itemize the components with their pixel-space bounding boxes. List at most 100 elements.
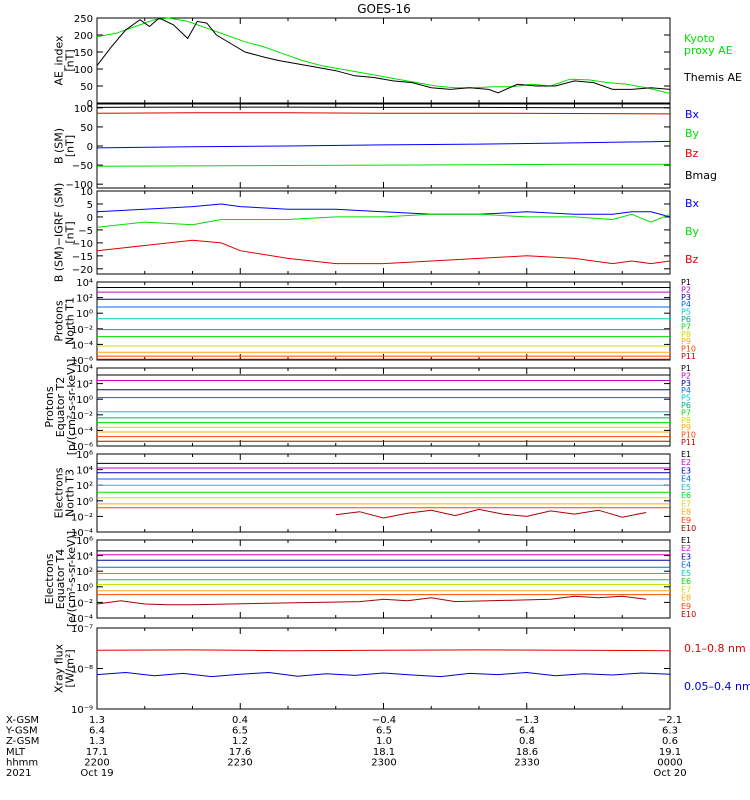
legend-entry: E5 — [681, 483, 691, 492]
y-tick-label: 10⁴ — [76, 278, 93, 289]
legend-entry: P9 — [681, 337, 691, 346]
y-axis-label: [e/(cm²-s-sr-keV)] — [65, 531, 78, 627]
footer-value: 6.4 — [519, 726, 535, 737]
y-tick-label: 10⁻² — [71, 325, 93, 336]
series-line-2 — [96, 239, 671, 265]
y-tick-label: 10⁴ — [76, 552, 93, 563]
series-line-9 — [96, 595, 647, 606]
legend-entry: E8 — [681, 508, 691, 517]
y-tick-label: 5 — [87, 200, 93, 211]
y-tick-label: 150 — [74, 48, 93, 59]
legend-entry: P5 — [681, 394, 691, 403]
footer-value: 1.3 — [89, 715, 105, 726]
y-tick-label: 100 — [74, 104, 93, 115]
legend-entry: E6 — [681, 577, 691, 586]
y-tick-label: 10 — [80, 187, 93, 198]
y-axis-label: Protons — [53, 300, 66, 341]
y-tick-label: 250 — [74, 14, 93, 25]
y-axis-label: [nT] — [64, 135, 77, 157]
y-tick-label: 10⁴ — [76, 364, 93, 375]
footer-row-label: hhmm — [6, 757, 38, 768]
y-tick-label: 10⁻⁴ — [71, 426, 93, 437]
y-axis-label: Equator T2 — [54, 377, 67, 437]
series-line-2 — [96, 112, 671, 115]
y-tick-label: −5 — [78, 226, 93, 237]
footer-value: Oct 19 — [80, 768, 113, 779]
y-tick-label: 10⁶ — [76, 450, 93, 461]
footer-value: 1.0 — [376, 736, 392, 747]
legend-entry: Bx — [685, 108, 700, 121]
y-axis-label: [W/m²] — [64, 649, 77, 687]
legend-entry: Kyoto — [684, 32, 715, 45]
legend-entry: By — [685, 225, 700, 238]
legend-entry: E10 — [681, 524, 696, 533]
footer-value: 18.6 — [516, 747, 538, 758]
y-axis-label: B (SM)−IGRF (SM) — [53, 183, 66, 283]
y-axis-label: AE_index — [53, 35, 66, 86]
panel-1 — [96, 103, 671, 189]
legend-entry: E4 — [681, 475, 691, 484]
panel-frame — [96, 453, 671, 533]
series-line-1 — [96, 163, 670, 167]
series-line-9 — [335, 508, 647, 519]
y-axis-label: North T1 — [64, 297, 77, 345]
y-tick-label: 10⁻² — [71, 512, 93, 523]
footer-value: 0.4 — [232, 715, 248, 726]
panel-frame — [96, 190, 671, 275]
footer-value: −2.1 — [658, 715, 682, 726]
y-tick-label: −15 — [72, 252, 93, 263]
legend-entry: P9 — [681, 423, 691, 432]
y-axis-label: Electrons — [53, 467, 66, 518]
footer-row-label: Z-GSM — [6, 736, 39, 747]
panel-0 — [96, 17, 671, 104]
legend-entry: E5 — [681, 569, 691, 578]
panel-4 — [96, 367, 671, 447]
y-tick-label: 10² — [76, 481, 93, 492]
plot-title: GOES-16 — [357, 2, 411, 16]
footer-value: 1.2 — [232, 736, 248, 747]
legend-entry: E7 — [681, 499, 691, 508]
series-line-1 — [96, 213, 671, 228]
y-axis-label: Equator T4 — [54, 549, 67, 609]
y-axis-label: [p/(cm²-s-sr-keV)] — [65, 359, 78, 456]
panel-frame — [96, 17, 671, 104]
y-tick-label: 50 — [80, 82, 93, 93]
legend-entry: P3 — [681, 293, 691, 302]
footer-value: 17.6 — [229, 747, 251, 758]
legend-entry: P2 — [681, 371, 691, 380]
series-line-0 — [96, 140, 671, 149]
y-tick-label: 10⁰ — [76, 309, 93, 320]
footer-value: −1.3 — [515, 715, 539, 726]
footer-value: 19.1 — [659, 747, 681, 758]
y-tick-label: 10⁶ — [76, 536, 93, 547]
y-axis-label: B (SM) — [53, 128, 66, 164]
footer-value: 6.3 — [662, 726, 678, 737]
y-axis-label: [nT] — [64, 221, 77, 243]
footer-value: 1.3 — [89, 736, 105, 747]
y-tick-label: 0 — [87, 142, 93, 153]
legend-entry: By — [685, 127, 700, 140]
legend-entry: Bz — [685, 147, 699, 160]
series-line-3 — [96, 106, 670, 109]
y-tick-label: −100 — [66, 180, 93, 191]
legend-entry: P3 — [681, 379, 691, 388]
y-tick-label: 10⁰ — [76, 497, 93, 508]
legend-entry: E2 — [681, 544, 691, 553]
legend-entry: E6 — [681, 491, 691, 500]
y-tick-label: −20 — [72, 265, 93, 276]
legend-entry: 0.05–0.4 nm — [684, 680, 750, 693]
footer-value: 2300 — [371, 757, 396, 768]
y-tick-label: 10⁻⁸ — [71, 665, 93, 676]
y-tick-label: 0 — [87, 99, 93, 110]
legend-entry: 0.1–0.8 nm — [684, 642, 746, 655]
legend-entry: P8 — [681, 330, 691, 339]
panel-frame — [96, 281, 671, 361]
legend-entry: P11 — [681, 438, 696, 447]
legend-entry: P1 — [681, 278, 691, 287]
series-line-0 — [96, 17, 671, 94]
y-tick-label: 10⁻⁴ — [71, 340, 93, 351]
legend-entry: P4 — [681, 300, 691, 309]
footer-value: 0.6 — [662, 736, 678, 747]
panel-7 — [96, 627, 671, 710]
